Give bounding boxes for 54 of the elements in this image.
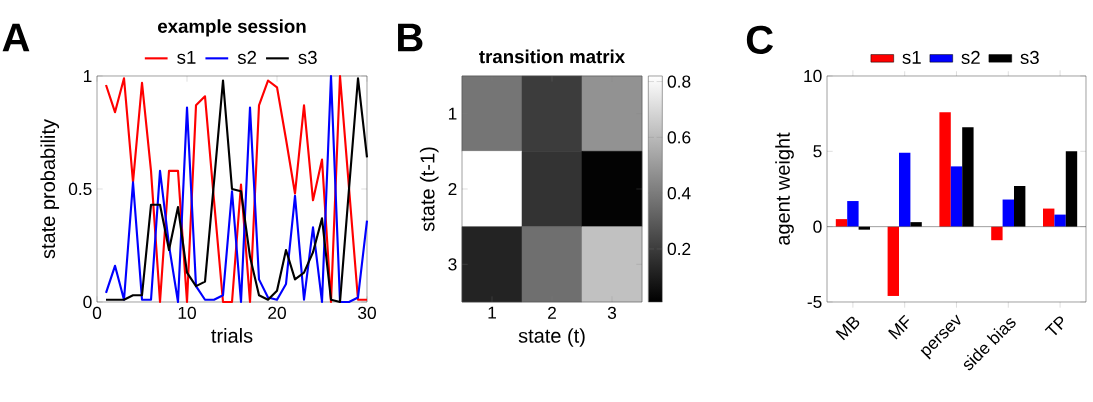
- y-tick-label: 1: [448, 107, 457, 120]
- x-tick-label: 3: [607, 306, 617, 319]
- bar: [1043, 208, 1055, 227]
- y-tick-label: 0: [813, 220, 822, 233]
- y-tick-label: 0: [83, 295, 92, 309]
- x-tick-label: 2: [548, 306, 556, 319]
- bar: [950, 166, 963, 227]
- x-tick-label: 0: [92, 306, 102, 319]
- bar: [1054, 214, 1066, 227]
- y-tick-label: 3: [448, 258, 457, 271]
- y-tick-label: 2: [448, 182, 457, 196]
- y-tick-label: 10: [804, 69, 822, 83]
- legend-label: s1: [902, 50, 921, 64]
- chart-title: transition matrix: [479, 49, 625, 64]
- bar: [1065, 151, 1078, 227]
- color-bar-label: 0.4: [667, 187, 691, 200]
- bar: [1002, 199, 1014, 227]
- bar: [1013, 185, 1026, 227]
- y-tick-label: 1: [83, 70, 92, 82]
- x-axis-title: trials: [211, 328, 253, 343]
- y-tick-label: -5: [807, 295, 822, 309]
- legend-label: s1: [177, 50, 196, 64]
- x-tick-label: MB: [835, 316, 860, 341]
- legend-label: s3: [298, 50, 317, 65]
- y-tick-label: 5: [813, 145, 822, 158]
- text: A: [2, 23, 30, 52]
- x-tick-label: TP: [1044, 316, 1064, 336]
- y-tick-label: 0.5: [68, 182, 92, 196]
- bar: [847, 201, 859, 227]
- x-tick-label: 10: [178, 306, 196, 319]
- x-tick-label: side bias: [963, 318, 1016, 371]
- bar: [887, 226, 899, 296]
- legend-label: s2: [237, 50, 257, 65]
- y-axis-title: state (t-1): [419, 147, 439, 232]
- x-tick-label: 1: [488, 306, 496, 319]
- chart-title: example session: [158, 19, 306, 37]
- x-axis-title: state (t): [518, 328, 585, 347]
- bar: [899, 152, 911, 227]
- bar: [991, 226, 1003, 241]
- x-tick-label: 20: [268, 306, 286, 319]
- bar: [939, 112, 951, 227]
- bar: [962, 127, 974, 227]
- color-bar-label: 0.6: [667, 131, 691, 144]
- y-axis-title: state probability: [40, 119, 60, 259]
- legend-label: s3: [1020, 50, 1039, 65]
- bar: [858, 226, 870, 230]
- x-tick-label: MF: [888, 314, 910, 340]
- text: B: [398, 23, 423, 52]
- color-bar-label: 0.8: [667, 75, 691, 88]
- y-axis-title: agent weight: [775, 132, 794, 245]
- x-tick-label: 30: [358, 306, 376, 319]
- text: C: [746, 25, 774, 54]
- legend-label: s2: [961, 50, 980, 65]
- color-bar-label: 0.2: [667, 242, 691, 256]
